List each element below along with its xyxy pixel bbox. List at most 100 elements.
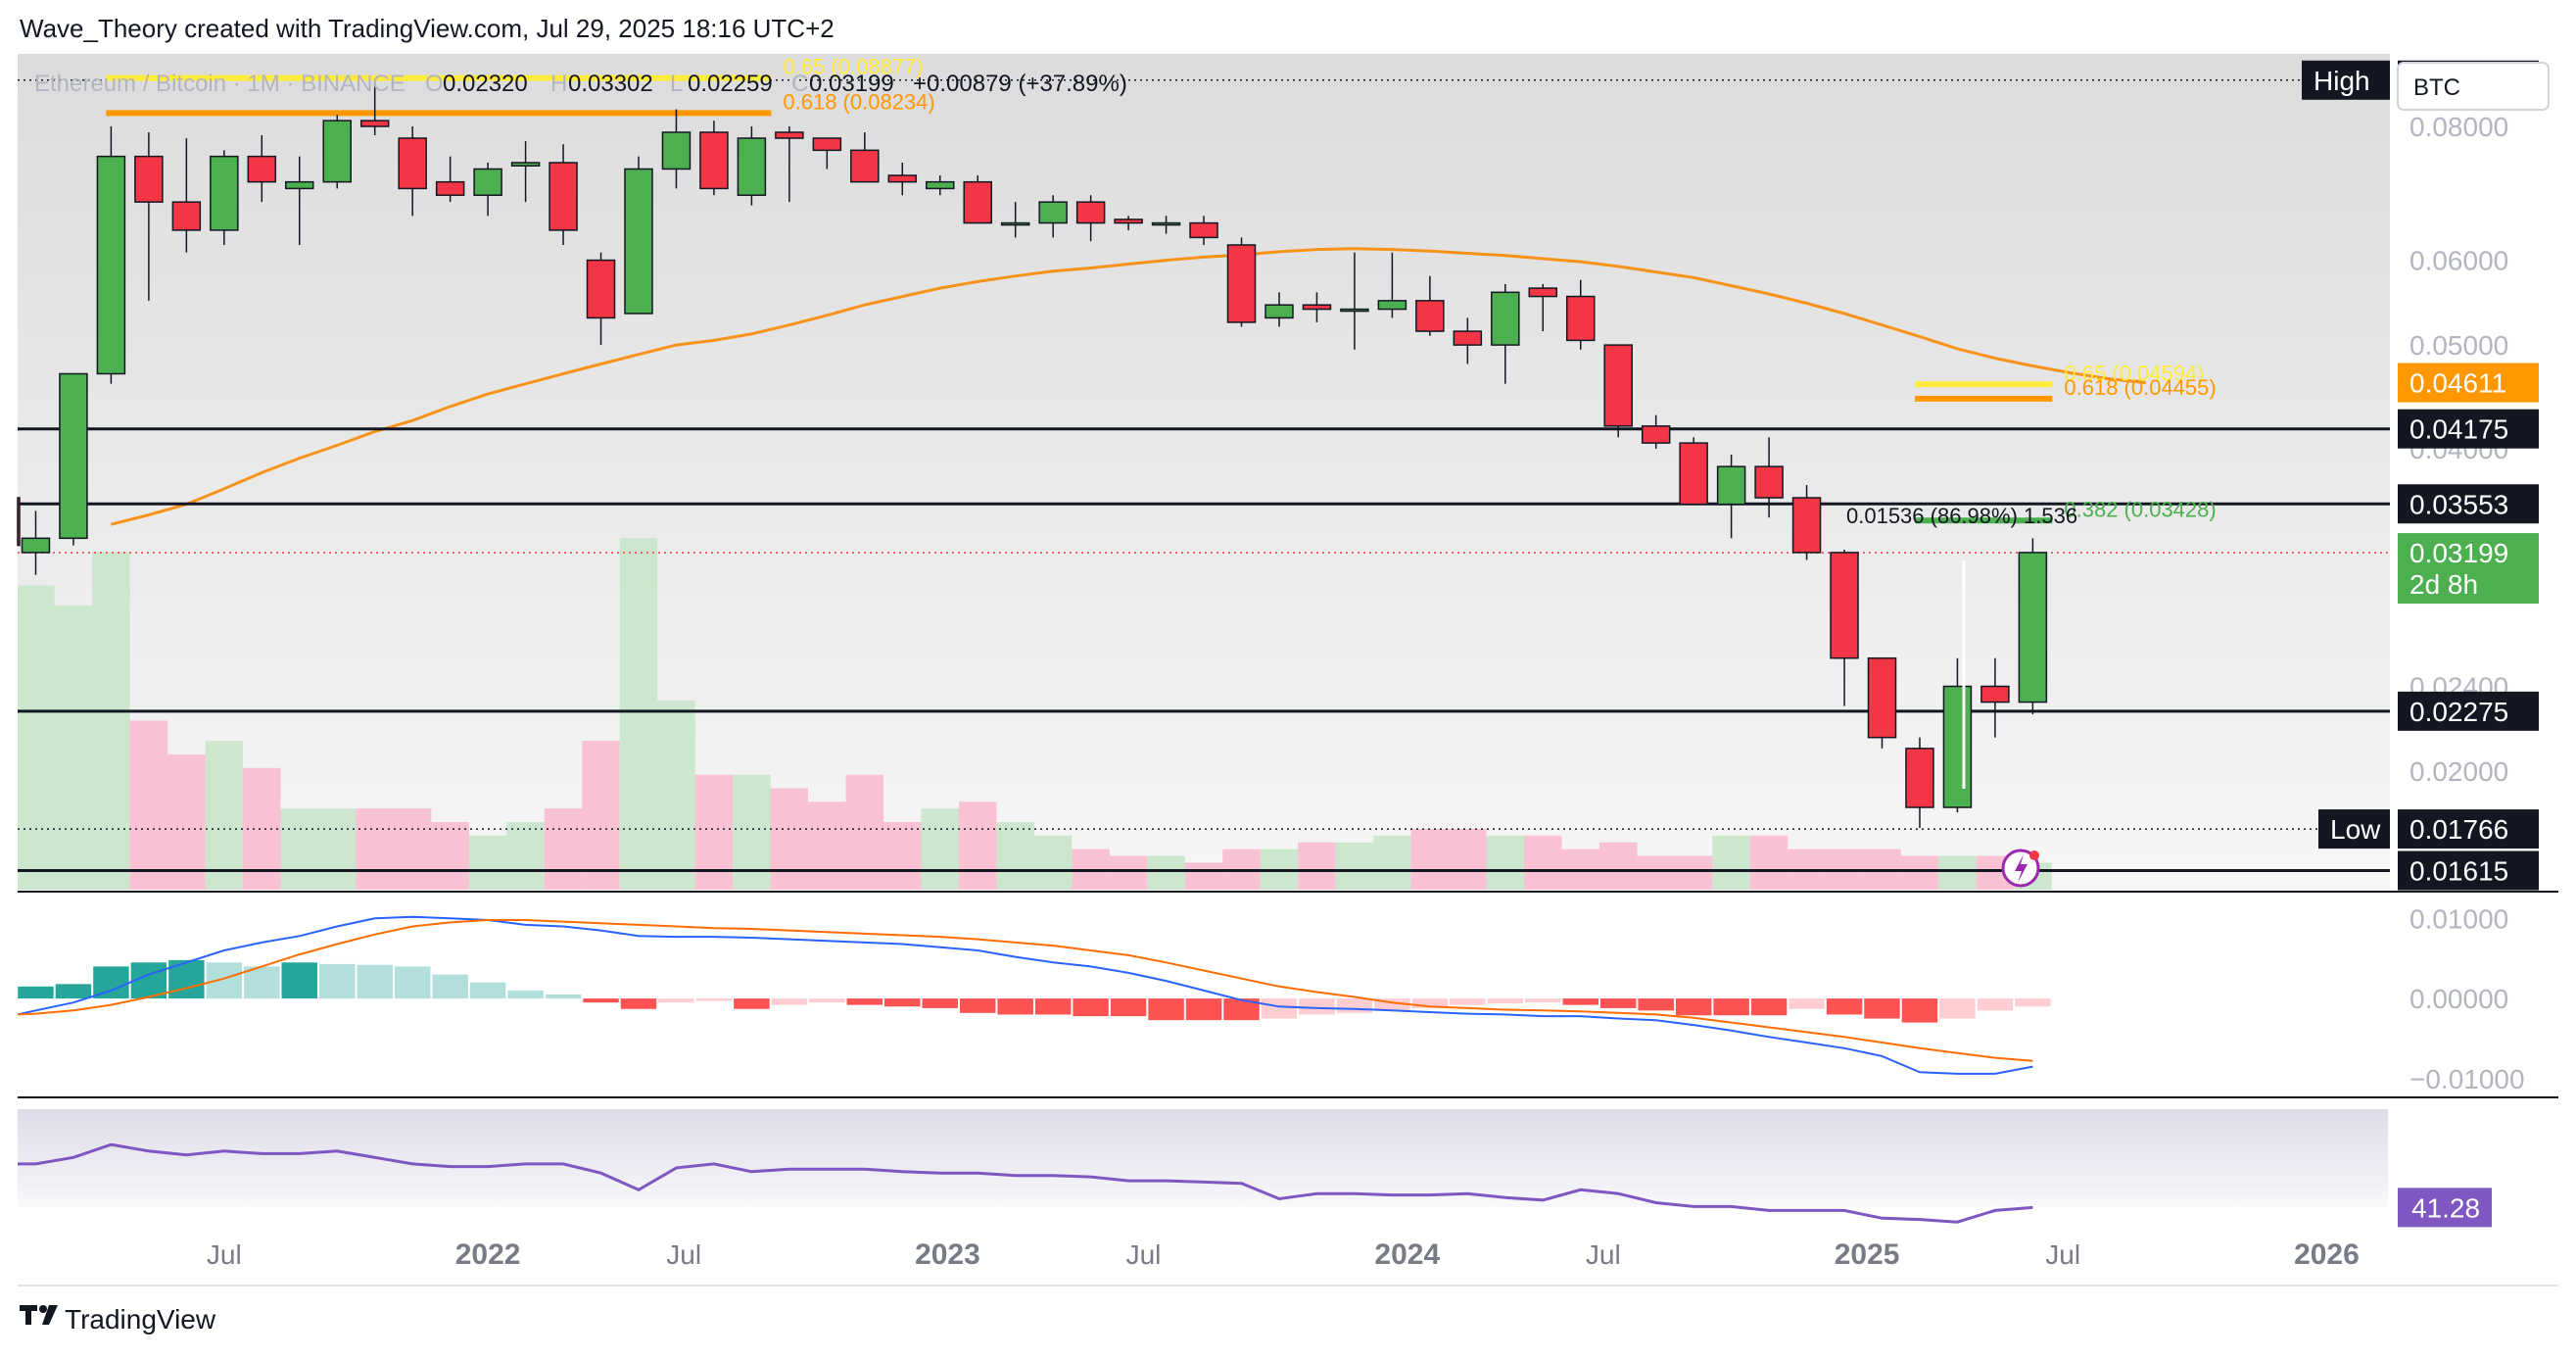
candle-body <box>812 137 842 152</box>
candle-body <box>1641 425 1671 444</box>
close-label: C <box>791 71 808 97</box>
price-tag-label: High <box>2314 66 2370 96</box>
price-tag-label: Low <box>2330 814 2381 845</box>
candle <box>473 163 502 217</box>
candle <box>1114 216 1143 230</box>
candle <box>398 126 427 217</box>
volume-bar <box>1373 835 1411 890</box>
macd-histogram-bar <box>1864 998 1900 1019</box>
volume-bar <box>883 822 922 890</box>
x-tick-label: Jul <box>207 1239 242 1270</box>
volume-bar <box>1712 835 1750 890</box>
macd-histogram-bar <box>658 998 694 1003</box>
candle <box>1000 202 1030 238</box>
macd-tick-label: −0.01000 <box>2409 1064 2525 1094</box>
candle <box>96 126 126 384</box>
candle <box>1754 437 1784 518</box>
candle-body <box>963 180 992 224</box>
right-axis-background <box>2390 54 2558 890</box>
rsi-band <box>18 1109 2388 1207</box>
rsi-layer: 41.28 <box>18 1142 2492 1228</box>
volume-bar <box>1449 828 1487 890</box>
candle-body <box>586 259 616 319</box>
candle <box>247 134 277 203</box>
volume-bar <box>619 538 658 890</box>
candle-body <box>285 180 314 190</box>
candle <box>1905 737 1934 829</box>
candle-body <box>1867 656 1897 739</box>
volume-bar <box>1109 855 1148 890</box>
macd-histogram-bar <box>244 966 280 999</box>
price-tag-box <box>2318 809 2390 849</box>
candle-body <box>17 497 21 547</box>
open-value: 0.02320 <box>443 71 528 97</box>
price-box <box>2398 363 2539 403</box>
candle-body <box>1980 685 2010 704</box>
symbol-title[interactable]: Ethereum / Bitcoin · 1M · BINANCE <box>34 71 405 97</box>
volume-bar <box>393 808 432 890</box>
candle-body <box>210 155 239 231</box>
candle <box>359 79 390 135</box>
volume-bar <box>1900 855 1939 890</box>
candle <box>322 115 352 189</box>
alert-icon[interactable] <box>2001 849 2040 888</box>
macd-histogram-bar <box>1713 998 1749 1016</box>
credit-line: Wave_Theory created with TradingView.com… <box>20 14 835 43</box>
macd-histogram-bar <box>959 998 996 1013</box>
candle <box>1603 344 1633 438</box>
candle <box>549 144 578 245</box>
candle <box>812 137 842 170</box>
price-label-layer: 0.041750.035530.022750.01615High0.088370… <box>2302 60 2539 891</box>
candle <box>1528 283 1558 332</box>
macd-histogram-bar <box>846 998 883 1005</box>
x-tick-label: 2025 <box>1835 1238 1900 1271</box>
macd-histogram-bar <box>1789 998 1825 1009</box>
y-tick-label: 0.06000 <box>2409 246 2508 276</box>
price-value-text: 0.03199 <box>2409 538 2508 568</box>
candle-body <box>1340 308 1369 313</box>
macd-histogram-bar <box>734 998 770 1009</box>
volume-bar <box>582 741 620 890</box>
high-label: H <box>550 71 567 97</box>
candle <box>624 156 653 315</box>
fib-level-label: 0.618 (0.08234) <box>783 89 934 114</box>
candle <box>926 175 955 196</box>
x-tick-label: 2026 <box>2294 1238 2360 1271</box>
x-axis-ticks: Jul 2022 Jul 2023 Jul 2024 Jul 2025 Jul 2026 <box>207 1238 2360 1271</box>
measure-note: 0.01536 (86.98%) 1.536 <box>1846 504 2077 528</box>
candle <box>1075 195 1106 242</box>
volume-bar <box>996 822 1034 890</box>
candle-body <box>1226 244 1257 323</box>
macd-layer <box>17 915 2051 1075</box>
candle-body <box>2018 552 2048 704</box>
candle-body <box>737 137 767 196</box>
candle <box>2018 538 2048 715</box>
volume-bar <box>1598 842 1638 890</box>
candle <box>1791 485 1822 560</box>
volume-bar <box>544 808 583 890</box>
candle-body <box>850 149 880 183</box>
x-tick-label: Jul <box>1126 1239 1162 1270</box>
currency-selector[interactable]: BTC <box>2397 62 2550 111</box>
price-tag-box <box>2302 60 2390 100</box>
volume-bar <box>1637 855 1675 890</box>
macd-histogram-bar <box>507 990 544 999</box>
candle-body <box>1377 300 1407 311</box>
main-pane-background <box>18 54 2390 890</box>
macd-histogram-bar <box>1675 998 1712 1016</box>
candle-body <box>247 155 277 183</box>
volume-bar <box>1147 855 1185 890</box>
candle <box>1340 252 1369 350</box>
macd-histogram-bar <box>206 962 243 999</box>
candle <box>1226 237 1257 327</box>
macd-histogram-bar <box>1901 998 1938 1023</box>
candle-body <box>59 372 88 540</box>
volume-bar <box>54 606 93 890</box>
volume-bar <box>92 552 130 890</box>
candle <box>59 372 88 546</box>
macd-histogram-bar <box>1638 998 1674 1011</box>
volume-bar <box>1335 842 1374 890</box>
macd-histogram-bar <box>583 998 619 1003</box>
